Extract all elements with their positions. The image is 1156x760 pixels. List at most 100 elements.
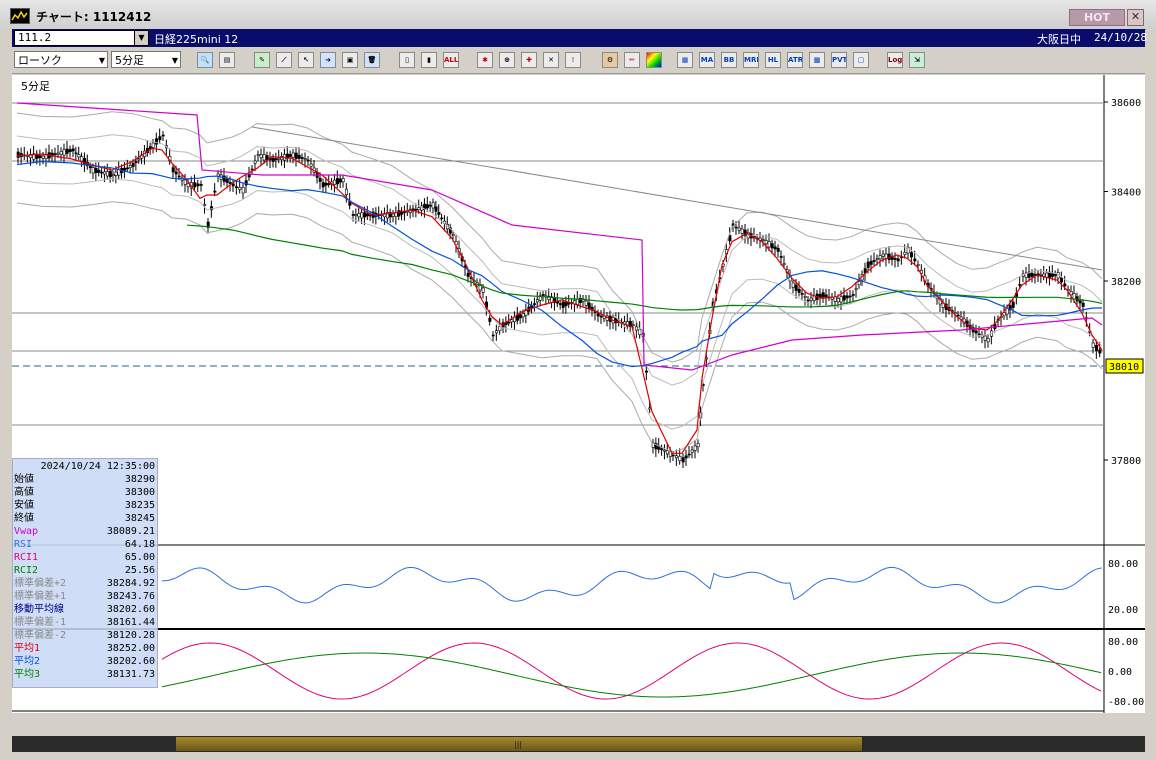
legend-value: 38089.21 (106, 526, 155, 537)
candle-body (213, 190, 217, 193)
candle-body (103, 171, 107, 175)
candle-body (196, 183, 200, 187)
chart-area[interactable]: 38600 38400 38200 37800 38010 5分足 80.00 20.00 80… (12, 75, 1145, 713)
draw-icon[interactable]: ⟋ (276, 52, 292, 68)
candle-body (803, 296, 807, 298)
candle-body (333, 179, 337, 185)
candle-body (974, 330, 978, 334)
cross-icon[interactable]: ✚ (521, 52, 537, 68)
trash-icon[interactable]: 🗑 (364, 52, 380, 68)
all-button[interactable]: ALL (443, 52, 459, 68)
candle-body (635, 326, 639, 331)
candle-body (854, 288, 858, 290)
candle-body (345, 188, 349, 195)
layout-icon[interactable]: ▤ (219, 52, 235, 68)
chart-type-select[interactable]: ローソク ▼ (14, 51, 108, 68)
candle-body (518, 314, 522, 319)
candle-body (498, 326, 502, 332)
candle-body (186, 183, 190, 188)
legend-row: 標準偏差-2 38120.28 (13, 629, 157, 642)
pencil-icon[interactable]: ✏ (624, 52, 640, 68)
candle-body (488, 317, 492, 322)
interval-select[interactable]: 5分足 ▼ (111, 51, 181, 68)
candle-body (645, 370, 649, 373)
candle-icon[interactable]: ▯ (399, 52, 415, 68)
search-icon[interactable]: ⊕ (499, 52, 515, 68)
close-button[interactable]: ✕ (1127, 9, 1144, 26)
trend-icon[interactable]: ✱ (477, 52, 493, 68)
copy-icon[interactable]: ▣ (342, 52, 358, 68)
rci-tick-label: 0.00 (1108, 667, 1132, 678)
candle-body (137, 158, 141, 161)
candle-body (599, 315, 603, 318)
candle-body (986, 338, 990, 343)
candle-body (155, 138, 159, 145)
candle-body (158, 136, 162, 141)
pen-icon[interactable]: ✎ (254, 52, 270, 68)
scrollbar-thumb[interactable]: ||| (176, 737, 862, 751)
legend-label: 標準偏差-1 (14, 617, 67, 628)
symbol-dropdown-icon[interactable]: ▼ (134, 30, 149, 46)
legend-row: 始値 38290 (13, 473, 157, 486)
rci2-line (161, 652, 1102, 698)
candle-body (684, 455, 688, 459)
cursor-icon[interactable]: ↖ (298, 52, 314, 68)
candle-body (1005, 308, 1009, 315)
zoom-icon[interactable]: 🔍 (197, 52, 213, 68)
candle-body (631, 324, 635, 326)
price-chart[interactable]: 38600 38400 38200 37800 38010 5分足 80.00 20.00 80… (12, 75, 1145, 713)
clear-icon[interactable]: ✕ (543, 52, 559, 68)
hl-button[interactable]: HL (765, 52, 781, 68)
ma-button[interactable]: MA (699, 52, 715, 68)
candle-body (277, 157, 281, 160)
candle-body (1018, 284, 1022, 286)
legend-value: 38161.44 (106, 617, 155, 628)
atr-button[interactable]: ATR (787, 52, 803, 68)
mre-button[interactable]: MRE (743, 52, 759, 68)
candle-body (451, 234, 455, 236)
candle-body (977, 333, 981, 336)
bb-button[interactable]: BB (721, 52, 737, 68)
price-tick-label: 38200 (1111, 277, 1141, 288)
time-scrollbar[interactable]: ||| (12, 736, 1145, 752)
candle-body (625, 321, 629, 327)
arrow-icon[interactable]: ➜ (320, 52, 336, 68)
symbol-input[interactable]: 111.2 (14, 30, 139, 46)
candle-body (128, 165, 132, 168)
candle-body (848, 295, 852, 298)
candle2-icon[interactable]: ▮ (421, 52, 437, 68)
pvt-button[interactable]: PVT (831, 52, 847, 68)
candle-body (1008, 305, 1012, 311)
export-icon[interactable]: ⇲ (909, 52, 925, 68)
candle-body (809, 297, 813, 301)
hot-button[interactable]: HOT (1069, 9, 1125, 26)
trendline (251, 126, 1103, 271)
candle-body (250, 168, 254, 171)
candle-body (363, 212, 367, 218)
candle-body (32, 153, 36, 160)
data-window: 2024/10/24 12:35:00 始値 38290 高値 38300 安値 3823… (12, 458, 158, 688)
bottom-border (0, 752, 1156, 760)
log-button[interactable]: Log (887, 52, 903, 68)
color-icon[interactable] (646, 52, 662, 68)
rci-icon[interactable]: ▩ (809, 52, 825, 68)
current-price-label: 38010 (1109, 362, 1139, 373)
candle-body (274, 158, 278, 161)
candle-body (671, 454, 675, 457)
settings-icon[interactable]: ! (565, 52, 581, 68)
ichimoku-icon[interactable]: ▦ (677, 52, 693, 68)
window-icon[interactable]: ▢ (853, 52, 869, 68)
candle-body (687, 453, 691, 456)
legend-row: 平均3 38131.73 (13, 668, 157, 681)
candle-body (791, 282, 795, 288)
legend-row: RCI2 25.56 (13, 564, 157, 577)
candle-body (845, 295, 849, 299)
candle-body (665, 450, 669, 455)
gear-icon[interactable]: ⚙ (602, 52, 618, 68)
candle-body (587, 302, 591, 309)
candle-body (228, 182, 232, 184)
candle-body (869, 260, 873, 265)
candle-body (728, 235, 732, 242)
candle-body (291, 152, 295, 158)
candle-body (1027, 271, 1031, 278)
